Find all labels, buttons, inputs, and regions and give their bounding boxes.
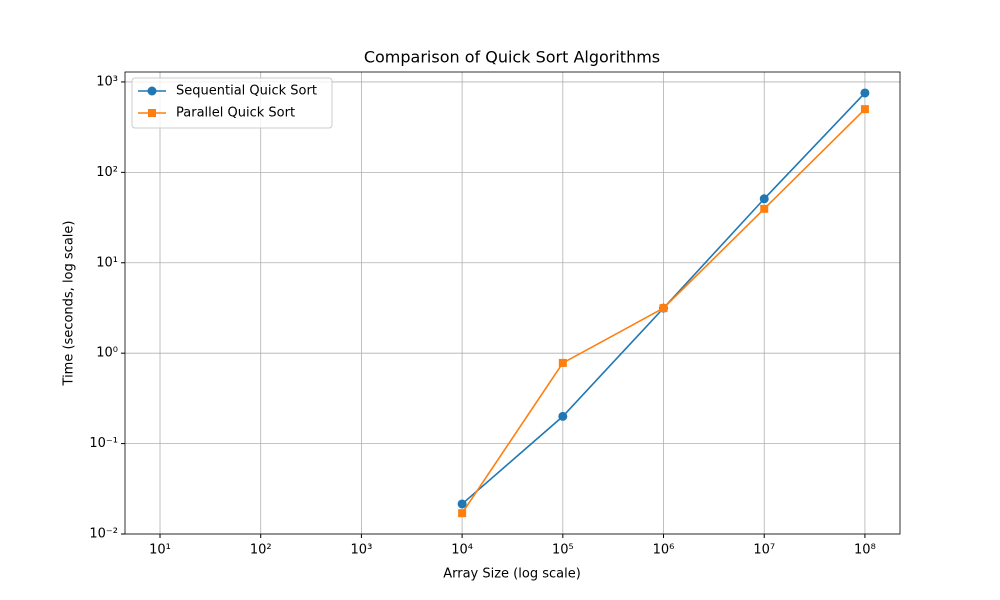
- x-tick-label: 10²: [250, 543, 272, 558]
- x-tick-label: 10⁵: [552, 543, 574, 558]
- legend-marker: [148, 109, 156, 117]
- data-point: [558, 411, 568, 421]
- x-tick-label: 10³: [351, 543, 373, 558]
- legend-box: [131, 77, 333, 129]
- x-tick-label: 10⁴: [451, 543, 473, 558]
- legend-label: Parallel Quick Sort: [176, 106, 295, 121]
- x-axis-label: Array Size (log scale): [443, 567, 581, 582]
- y-tick-label: 10⁻¹: [89, 436, 118, 451]
- x-tick-label: 10⁸: [854, 543, 876, 558]
- y-tick-label: 10³: [96, 74, 118, 89]
- data-point: [860, 105, 869, 114]
- y-tick-label: 10⁻²: [89, 527, 118, 542]
- chart-title: Comparison of Quick Sort Algorithms: [364, 48, 660, 67]
- y-tick-label: 10²: [96, 165, 118, 180]
- legend-label: Sequential Quick Sort: [176, 84, 317, 99]
- data-point: [759, 194, 769, 204]
- y-tick-label: 10¹: [96, 255, 118, 270]
- legend-marker: [147, 86, 157, 96]
- data-point: [860, 88, 870, 98]
- y-tick-label: 10⁰: [96, 346, 118, 361]
- data-point: [760, 204, 769, 213]
- plot-frame: [124, 71, 901, 535]
- data-point: [558, 358, 567, 367]
- x-tick-label: 10⁷: [753, 543, 775, 558]
- x-tick-label: 10¹: [149, 543, 171, 558]
- data-point: [659, 304, 668, 313]
- data-point: [458, 509, 467, 518]
- x-tick-label: 10⁶: [653, 543, 675, 558]
- y-axis-label: Time (seconds, log scale): [62, 221, 77, 387]
- data-point: [457, 499, 467, 509]
